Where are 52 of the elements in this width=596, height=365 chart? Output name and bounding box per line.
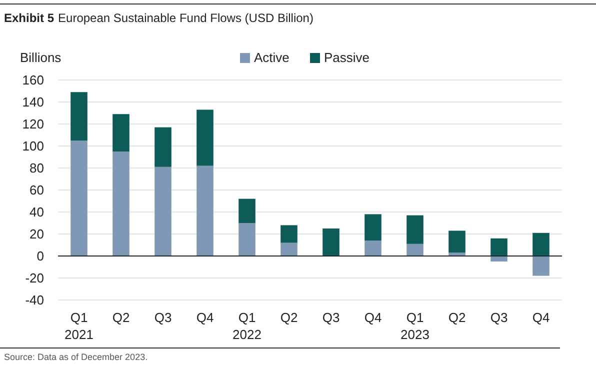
y-tick-label: 20 bbox=[30, 226, 44, 242]
bar bbox=[448, 230, 466, 253]
x-tick-label: Q3 bbox=[322, 310, 340, 325]
bar bbox=[364, 214, 382, 241]
bar bbox=[238, 198, 256, 223]
bar bbox=[112, 152, 130, 256]
x-tick-label: Q4 bbox=[532, 310, 550, 325]
bar bbox=[154, 127, 172, 167]
x-tick-label: Q2 bbox=[448, 310, 466, 325]
y-tick-label: 140 bbox=[22, 94, 44, 110]
bar bbox=[406, 244, 424, 256]
bar bbox=[532, 256, 550, 276]
bar bbox=[490, 256, 508, 262]
x-tick-label: Q4 bbox=[364, 310, 382, 325]
chart-title: Exhibit 5 bbox=[4, 11, 54, 25]
bar bbox=[448, 252, 466, 256]
bar bbox=[70, 140, 88, 256]
x-tick-label: Q3 bbox=[490, 310, 508, 325]
legend-label: Active bbox=[254, 50, 290, 65]
x-tick-label: Q1 2022 bbox=[232, 310, 262, 342]
y-tick-label: 100 bbox=[22, 138, 44, 154]
y-tick-label: 60 bbox=[30, 182, 44, 198]
bar bbox=[238, 223, 256, 256]
chart-subtitle: European Sustainable Fund Flows (USD Billion) bbox=[58, 11, 314, 25]
x-tick-label: Q1 2023 bbox=[400, 310, 430, 342]
bar bbox=[112, 114, 130, 152]
y-tick-label: 80 bbox=[30, 160, 44, 176]
bar bbox=[490, 238, 508, 256]
x-tick-label: Q3 bbox=[154, 310, 172, 325]
bar bbox=[154, 166, 172, 256]
y-tick-label: 0 bbox=[36, 248, 44, 264]
y-tick-label: 120 bbox=[22, 116, 44, 132]
bar bbox=[364, 240, 382, 256]
bar bbox=[280, 225, 298, 243]
bar bbox=[196, 166, 214, 256]
y-axis-title: Billions bbox=[20, 50, 62, 65]
x-tick-label: Q2 bbox=[112, 310, 130, 325]
bar bbox=[532, 232, 550, 256]
bar bbox=[280, 242, 298, 256]
bar bbox=[406, 215, 424, 244]
y-tick-label: 40 bbox=[30, 204, 44, 220]
bar bbox=[322, 228, 340, 256]
y-tick-label: 160 bbox=[22, 72, 44, 88]
y-tick-label: -20 bbox=[25, 270, 44, 286]
legend-label: Passive bbox=[324, 50, 370, 65]
x-tick-label: Q1 2021 bbox=[64, 310, 94, 342]
y-tick-label: -40 bbox=[25, 292, 44, 308]
source-note: Source: Data as of December 2023. bbox=[4, 352, 148, 362]
x-tick-label: Q2 bbox=[280, 310, 298, 325]
x-tick-label: Q4 bbox=[196, 310, 214, 325]
bar bbox=[196, 110, 214, 166]
bar bbox=[70, 92, 88, 140]
